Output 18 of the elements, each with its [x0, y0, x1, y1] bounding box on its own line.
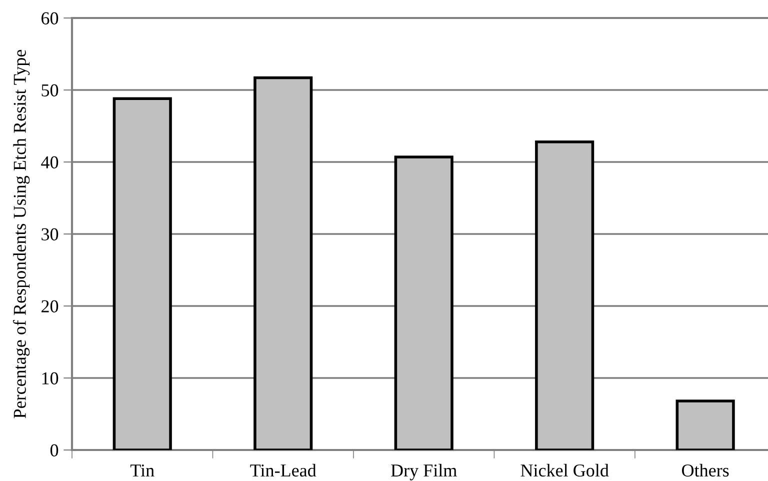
- y-tick-label: 60: [42, 12, 58, 24]
- bar: [535, 140, 594, 450]
- x-tick-label: Tin: [130, 464, 154, 476]
- y-tick-label: 0: [50, 444, 58, 456]
- x-tick-label: Dry Film: [391, 464, 457, 480]
- y-tick-label: 20: [42, 300, 58, 312]
- y-tick-label: 30: [42, 228, 58, 240]
- x-tick-label: Tin-Lead: [250, 464, 316, 477]
- y-tick-label: 50: [42, 84, 58, 96]
- y-tick-label: 40: [41, 156, 58, 168]
- y-axis-title: Percentage of Respondents Using Etch Resist Type: [13, 50, 30, 418]
- bar: [394, 156, 454, 450]
- y-tick-label: 10: [42, 372, 58, 384]
- bar: [254, 76, 313, 450]
- bar: [676, 400, 735, 450]
- x-tick-label: Others: [682, 464, 729, 477]
- x-tick-label: Nickel Gold: [520, 464, 609, 477]
- bar: [112, 97, 172, 450]
